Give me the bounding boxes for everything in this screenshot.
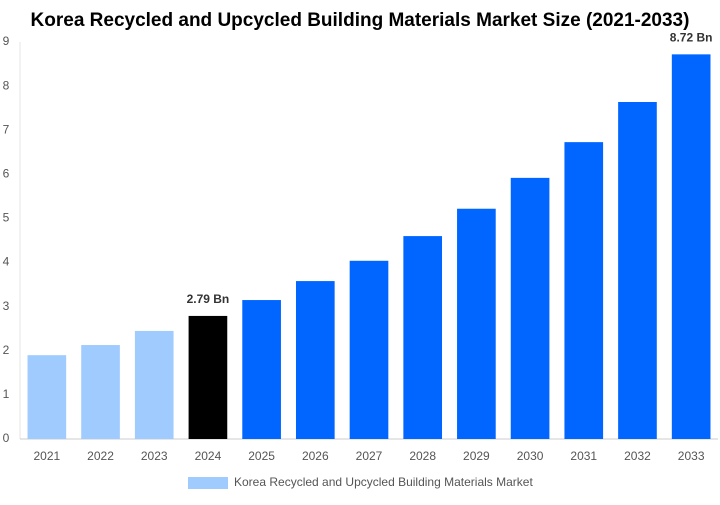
y-tick-label: 7 [3, 122, 10, 136]
x-tick-label: 2024 [195, 449, 222, 463]
x-tick-label: 2031 [570, 449, 597, 463]
y-tick-label: 1 [3, 387, 10, 401]
bar [349, 260, 389, 439]
x-tick-label: 2027 [356, 449, 383, 463]
x-tick-label: 2032 [624, 449, 651, 463]
y-tick-label: 9 [3, 34, 10, 48]
bar [564, 142, 604, 440]
bar [134, 330, 174, 439]
bar [457, 208, 496, 439]
bar [188, 315, 228, 439]
bar [81, 345, 120, 439]
bar [242, 300, 281, 439]
value-label: 2.79 Bn [187, 292, 230, 306]
bar [618, 101, 657, 439]
y-tick-label: 8 [3, 78, 10, 92]
y-tick-label: 6 [3, 167, 10, 181]
x-tick-label: 2022 [87, 449, 114, 463]
x-tick-label: 2026 [302, 449, 329, 463]
x-tick-label: 2029 [463, 449, 490, 463]
chart-title: Korea Recycled and Upcycled Building Mat… [31, 10, 690, 31]
bar [27, 355, 67, 439]
value-label: 8.72 Bn [670, 31, 713, 45]
x-tick-label: 2028 [409, 449, 436, 463]
y-tick-label: 5 [3, 211, 10, 225]
y-tick-label: 3 [3, 299, 10, 313]
x-tick-label: 2025 [248, 449, 275, 463]
bar [295, 281, 335, 439]
legend-swatch [188, 477, 228, 489]
bar [403, 236, 443, 439]
y-tick-label: 2 [3, 343, 10, 357]
x-tick-label: 2030 [517, 449, 544, 463]
legend-label: Korea Recycled and Upcycled Building Mat… [234, 475, 533, 489]
x-tick-label: 2033 [678, 449, 705, 463]
y-tick-label: 0 [3, 431, 10, 445]
bar [671, 54, 711, 440]
y-tick-label: 4 [3, 255, 10, 269]
bar [510, 177, 550, 439]
x-tick-label: 2023 [141, 449, 168, 463]
x-tick-label: 2021 [33, 449, 60, 463]
